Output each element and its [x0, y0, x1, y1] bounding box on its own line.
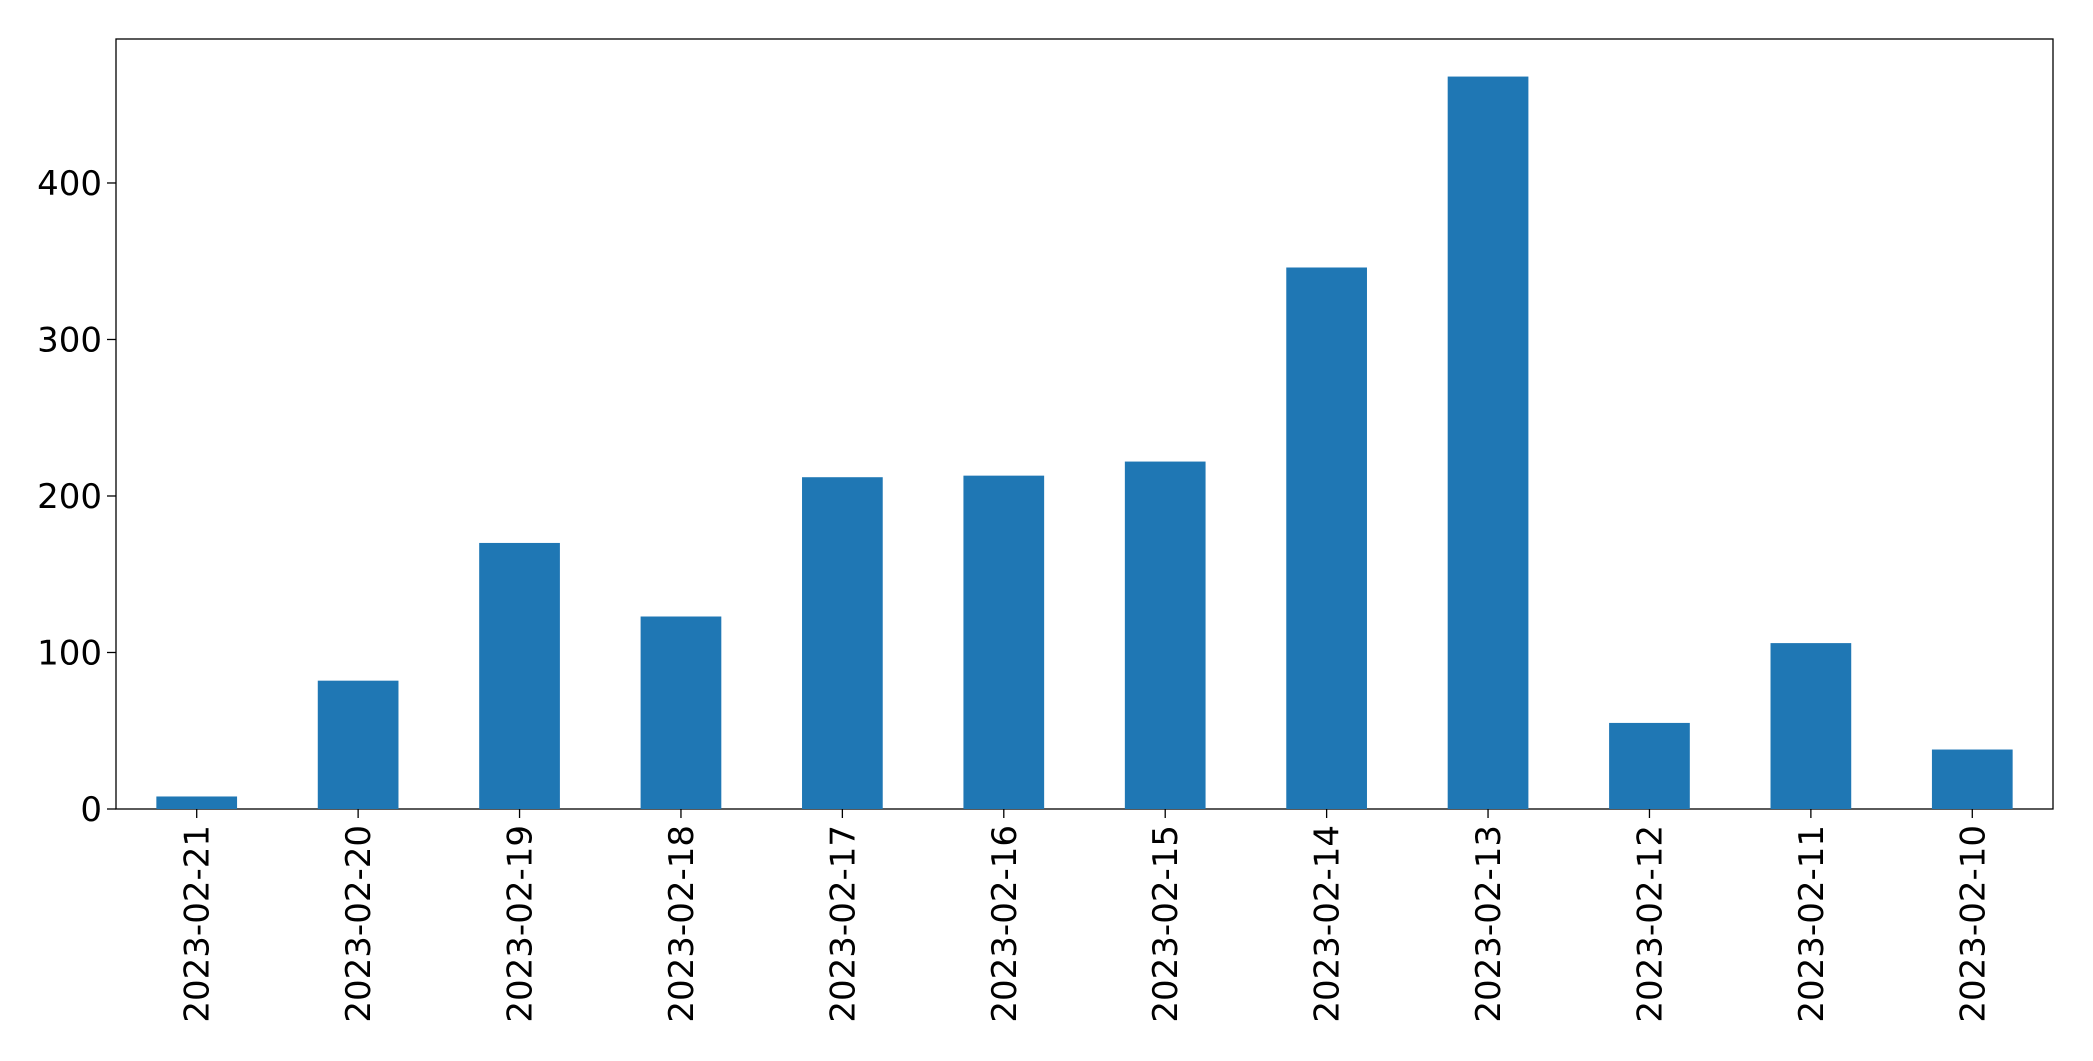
- bar: [1931, 749, 2013, 809]
- y-tick-label: 400: [37, 164, 102, 204]
- x-tick-label: 2023-02-16: [985, 825, 1025, 1023]
- y-tick-label: 200: [37, 477, 102, 517]
- x-tick-label: 2023-02-21: [178, 825, 218, 1023]
- x-tick-label: 2023-02-20: [339, 825, 379, 1023]
- bar: [640, 616, 722, 809]
- bar: [1447, 76, 1529, 809]
- y-tick-label: 0: [80, 790, 102, 830]
- bar: [1124, 461, 1206, 809]
- bar: [479, 542, 560, 809]
- bar: [1286, 267, 1367, 809]
- x-tick-label: 2023-02-15: [1146, 825, 1186, 1023]
- x-tick-label: 2023-02-13: [1469, 825, 1509, 1023]
- x-tick-label: 2023-02-17: [823, 825, 863, 1023]
- x-tick-label: 2023-02-11: [1792, 825, 1832, 1023]
- bar: [317, 680, 399, 809]
- bar: [1770, 643, 1852, 809]
- bar: [802, 477, 883, 809]
- bar: [963, 475, 1045, 809]
- bar: [1609, 722, 1690, 809]
- y-tick-label: 100: [37, 633, 102, 673]
- x-tick-label: 2023-02-19: [501, 825, 541, 1023]
- x-tick-label: 2023-02-14: [1308, 825, 1348, 1023]
- axes-frame: [115, 38, 2054, 810]
- y-tick-label: 300: [37, 320, 102, 360]
- x-tick-label: 2023-02-18: [662, 825, 702, 1023]
- x-tick-label: 2023-02-12: [1630, 825, 1670, 1023]
- x-tick-label: 2023-02-10: [1953, 825, 1993, 1023]
- bar: [156, 796, 238, 809]
